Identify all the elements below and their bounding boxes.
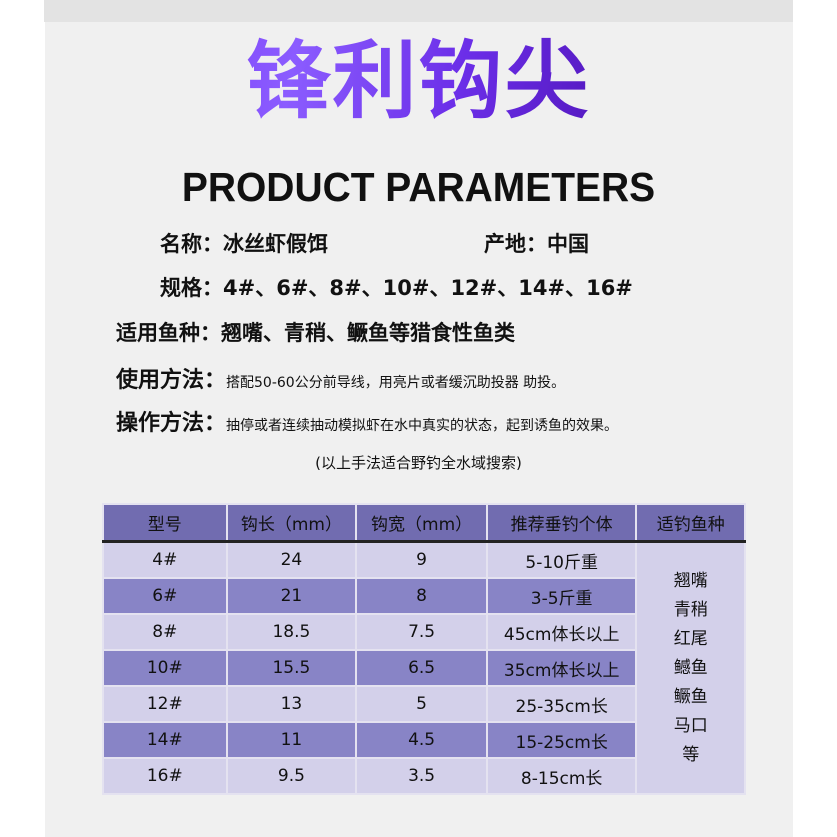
model-cell: 4#	[102, 540, 228, 579]
fish-species-cell: 翘嘴青稍红尾鳡鱼鳜鱼马口等	[635, 540, 746, 795]
page-title: 锋利钩尖	[0, 26, 837, 136]
table-row: 4# 24 9 5-10斤重翘嘴青稍红尾鳡鱼鳜鱼马口等	[102, 540, 746, 795]
fish-label: 适用鱼种：	[116, 321, 221, 345]
operation-row: 操作方法：抽停或者连续抽动模拟虾在水中真实的状态，起到诱鱼的效果。	[116, 405, 618, 437]
model-cell: 12#	[102, 685, 228, 723]
origin-label: 产地：	[484, 232, 547, 256]
header-hook-length: 钩长（mm）	[225, 503, 358, 543]
table-row: 8# 18.5 7.5 45cm体长以上	[102, 613, 745, 651]
fish-species-item: 鳡鱼	[673, 657, 708, 678]
hook-width-cell: 5	[355, 685, 488, 723]
name-row: 名称：冰丝虾假饵	[160, 228, 328, 258]
hook-length-cell: 13	[225, 685, 358, 723]
model-cell: 6#	[102, 577, 228, 615]
usage-value: 搭配50-60公分前导线，用亮片或者缓沉助投器 助投。	[226, 375, 566, 391]
hook-length-cell: 24	[225, 540, 358, 579]
fish-species-item: 青稍	[673, 599, 708, 620]
header-model: 型号	[102, 503, 228, 543]
hook-width-cell: 7.5	[355, 613, 488, 651]
model-cell: 16#	[102, 757, 228, 795]
parameter-table: 型号 钩长（mm） 钩宽（mm） 推荐垂钓个体 适钓鱼种 4# 24 9 5-10斤重…	[102, 503, 746, 795]
fish-value: 翘嘴、青稍、鳜鱼等猎食性鱼类	[221, 321, 515, 345]
hook-length-cell: 9.5	[225, 757, 358, 795]
spec-label: 规格：	[160, 276, 223, 300]
header-hook-width: 钩宽（mm）	[355, 503, 488, 543]
hook-length-cell: 21	[225, 577, 358, 615]
fish-species-item: 翘嘴	[673, 570, 708, 591]
origin-row: 产地：中国	[484, 228, 589, 258]
model-cell: 10#	[102, 649, 228, 687]
recommended-size-cell: 35cm体长以上	[485, 649, 638, 687]
origin-value: 中国	[547, 232, 589, 256]
fish-species-item: 马口	[673, 715, 708, 736]
model-cell: 14#	[102, 721, 228, 759]
header-recommended-size: 推荐垂钓个体	[485, 503, 638, 543]
hook-width-cell: 9	[355, 540, 488, 579]
usage-row: 使用方法：搭配50-60公分前导线，用亮片或者缓沉助投器 助投。	[116, 362, 565, 394]
recommended-size-cell: 3-5斤重	[485, 577, 638, 615]
table-row: 10# 15.5 6.5 35cm体长以上	[102, 649, 745, 687]
model-cell: 8#	[102, 613, 228, 651]
spec-row: 规格：4#、6#、8#、10#、12#、14#、16#	[160, 272, 633, 302]
recommended-size-cell: 25-35cm长	[485, 685, 638, 723]
hook-width-cell: 4.5	[355, 721, 488, 759]
usage-note: (以上手法适合野钓全水域搜索)	[315, 454, 522, 472]
top-strip	[44, 0, 793, 22]
table-row: 16# 9.5 3.5 8-15cm长	[102, 757, 745, 795]
recommended-size-cell: 15-25cm长	[485, 721, 638, 759]
recommended-size-cell: 45cm体长以上	[485, 613, 638, 651]
recommended-size-cell: 5-10斤重	[485, 540, 638, 579]
spec-value: 4#、6#、8#、10#、12#、14#、16#	[223, 276, 633, 300]
hook-width-cell: 8	[355, 577, 488, 615]
table-header-row: 型号 钩长（mm） 钩宽（mm） 推荐垂钓个体 适钓鱼种	[102, 503, 746, 543]
hook-width-cell: 6.5	[355, 649, 488, 687]
fish-row: 适用鱼种：翘嘴、青稍、鳜鱼等猎食性鱼类	[116, 317, 515, 347]
fish-species-item: 鳜鱼	[673, 686, 708, 707]
name-label: 名称：	[160, 232, 223, 256]
hook-length-cell: 11	[225, 721, 358, 759]
table-row: 14# 11 4.5 15-25cm长	[102, 721, 745, 759]
header-fish-species: 适钓鱼种	[635, 503, 746, 543]
hook-length-cell: 15.5	[225, 649, 358, 687]
operation-value: 抽停或者连续抽动模拟虾在水中真实的状态，起到诱鱼的效果。	[226, 418, 619, 434]
table-row: 6# 21 8 3-5斤重	[102, 577, 745, 615]
fish-species-item: 红尾	[673, 628, 708, 649]
hook-width-cell: 3.5	[355, 757, 488, 795]
name-value: 冰丝虾假饵	[223, 232, 328, 256]
hook-length-cell: 18.5	[225, 613, 358, 651]
table-row: 12# 13 5 25-35cm长	[102, 685, 745, 723]
page-subtitle: PRODUCT PARAMETERS	[181, 164, 656, 210]
usage-label: 使用方法：	[116, 368, 227, 393]
recommended-size-cell: 8-15cm长	[485, 757, 638, 795]
fish-species-item: 等	[682, 744, 700, 765]
operation-label: 操作方法：	[116, 411, 227, 436]
